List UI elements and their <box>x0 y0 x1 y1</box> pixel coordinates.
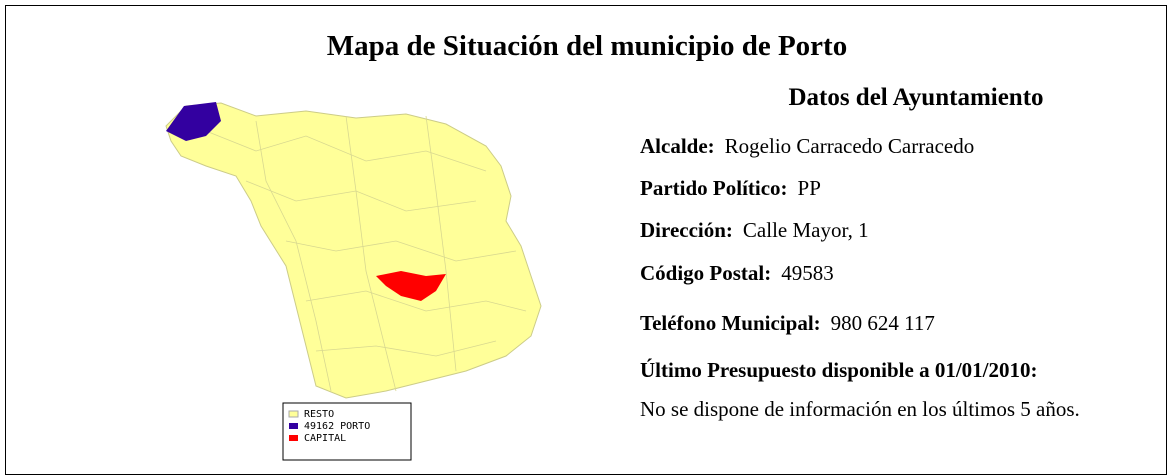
field-value: 980 624 117 <box>830 311 935 335</box>
capital-area <box>376 271 446 301</box>
legend-label: RESTO <box>304 409 334 420</box>
section-title: Datos del Ayuntamiento <box>788 84 1044 111</box>
field-value: Calle Mayor, 1 <box>742 218 869 242</box>
province <box>165 102 542 399</box>
field-value: PP <box>797 176 821 200</box>
budget-text: No se dispone de información en los últi… <box>640 397 1080 421</box>
budget-label: Último Presupuesto disponible a 01/01/20… <box>640 358 1038 382</box>
legend-swatch <box>289 435 298 441</box>
field-row: Dirección: Calle Mayor, 1 <box>640 218 869 243</box>
field-label: Teléfono Municipal: <box>640 311 821 335</box>
field-value: 49583 <box>781 261 834 285</box>
field-label: Partido Político: <box>640 176 788 200</box>
legend-swatch <box>288 410 299 418</box>
legend: RESTO 49162 PORTO CAPITAL <box>282 402 412 461</box>
field-label: Alcalde: <box>640 134 715 158</box>
field-row: Teléfono Municipal: 980 624 117 <box>640 311 935 336</box>
legend-label: 49162 PORTO <box>304 421 370 432</box>
field-row: Partido Político: PP <box>640 176 821 201</box>
porto-area <box>166 102 221 141</box>
field-value: Rogelio Carracedo Carracedo <box>724 134 975 158</box>
page-title: Mapa de Situación del municipio de Porto <box>326 30 848 62</box>
map: RESTO 49162 PORTO CAPITAL <box>165 102 542 461</box>
field-row: Código Postal: 49583 <box>640 261 834 286</box>
frame: Mapa de Situación del municipio de Porto… <box>5 5 1167 475</box>
legend-label: CAPITAL <box>304 433 346 444</box>
municipal-borders <box>205 115 527 392</box>
field-label: Dirección: <box>640 218 733 242</box>
field-row: Alcalde: Rogelio Carracedo Carracedo <box>640 134 974 159</box>
legend-box <box>282 402 412 461</box>
field-label: Código Postal: <box>640 261 772 285</box>
legend-swatch <box>289 423 298 429</box>
